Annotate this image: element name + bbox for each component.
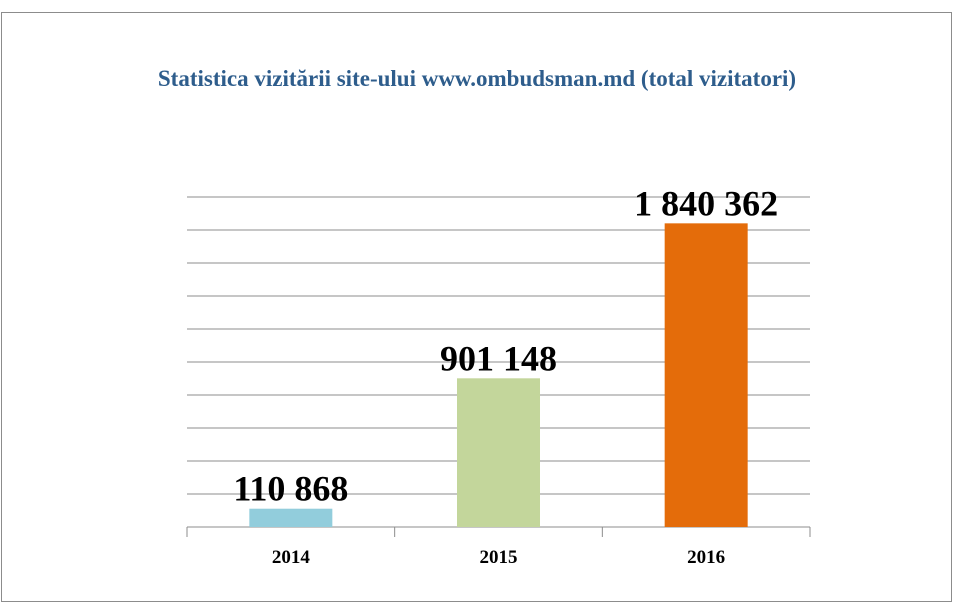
page: Statistica vizitării site-ului www.ombud… — [1, 12, 952, 602]
x-tick-label: 2016 — [687, 547, 725, 568]
bar — [457, 378, 540, 527]
chart: 2014 110 868 2015 901 148 2016 1 840 362 — [186, 183, 811, 568]
x-tick-label: 2014 — [272, 547, 311, 568]
x-tick-label: 2015 — [480, 547, 518, 568]
chart-title: Statistica vizitării site-ului www.ombud… — [157, 66, 797, 91]
bar — [249, 508, 333, 527]
data-label: 110 868 — [233, 469, 348, 509]
data-label: 1 840 362 — [634, 183, 778, 223]
data-label: 901 148 — [440, 338, 557, 378]
bar — [664, 223, 748, 527]
